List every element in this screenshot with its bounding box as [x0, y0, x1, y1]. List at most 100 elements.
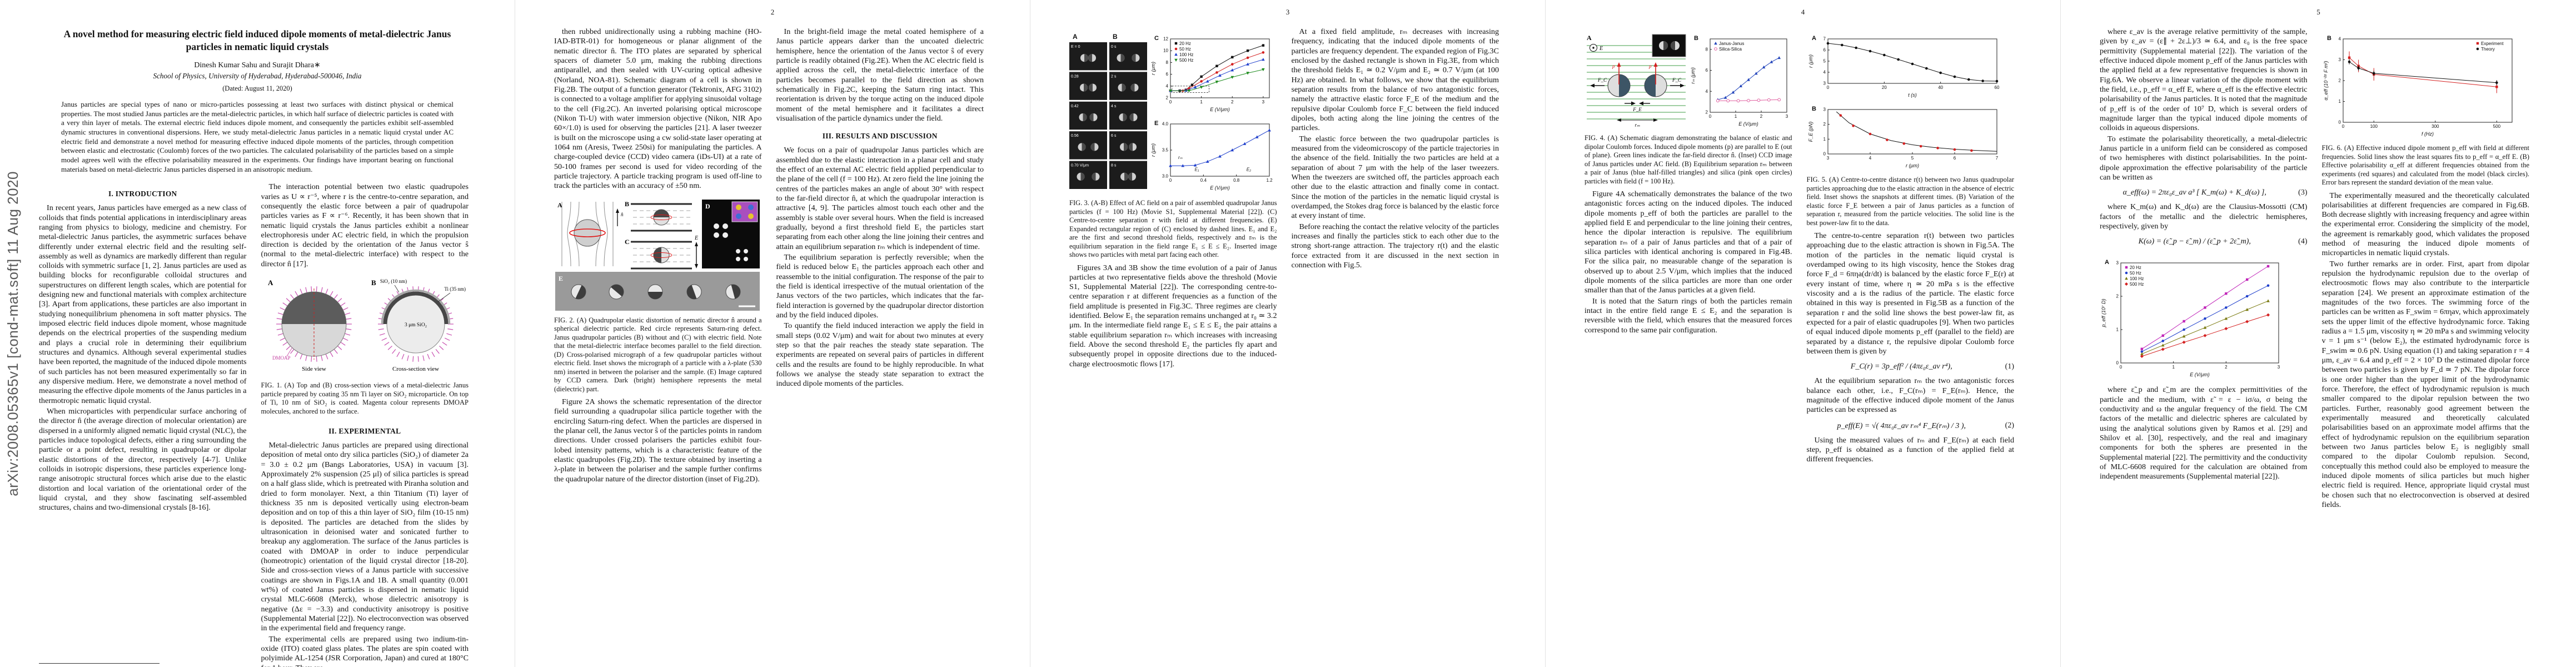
fig1-dmoap-hairs-a [276, 286, 352, 362]
page-5-number: 5 [2316, 8, 2320, 16]
svg-text:2: 2 [1760, 114, 1762, 119]
page-3-number: 3 [1285, 8, 1290, 16]
fig2-janus-metal-b [654, 209, 670, 217]
equation-2: p_eff(E) = √( 4πε₀ε_av rₘ⁴ F_E(rₘ) / 3 )… [1807, 421, 2015, 431]
fig5-chart-r-vs-t: 0 20 40 60 3 4 5 6 7 t (s) r (μm) A [1807, 32, 2015, 102]
fig2-ring-b [650, 214, 672, 220]
fig4-e-label: E [1599, 46, 1603, 52]
svg-text:r (μm): r (μm) [1906, 163, 1919, 168]
paragraph: At the equilibrium separation rₘ the two… [1806, 376, 2015, 415]
equation-1: F_C(r) = 3p_eff² / (4πε₀ε_av r⁴), (1) [1807, 362, 2014, 371]
equation-1-number: (1) [2005, 362, 2014, 371]
svg-text:40: 40 [1938, 85, 1943, 90]
fig4-e-dot [1592, 47, 1595, 49]
footnote: ∗ sdharaphy@uohyd.ernet.in [39, 663, 160, 667]
svg-text:1: 1 [1823, 137, 1826, 142]
figure-2-caption: FIG. 2. (A) Quadrupolar elastic distorti… [554, 316, 762, 393]
fig4-p-arrowhead [1617, 62, 1621, 67]
fig4-inset-metal [1663, 41, 1668, 50]
fig4-rm-arrowhead [1617, 118, 1621, 122]
svg-text:0.4: 0.4 [1200, 178, 1207, 183]
arxiv-banner: arXiv:2008.05365v1 [cond-mat.soft] 11 Au… [4, 171, 21, 496]
abstract: Janus particles are special types of nan… [61, 100, 454, 173]
svg-text:6 s: 6 s [1111, 134, 1117, 138]
fig2-inset-lobe [748, 213, 754, 219]
svg-text:f (Hz): f (Hz) [2421, 131, 2434, 137]
authors-line: Dinesh Kumar Sahu and Surajit Dhara∗ [194, 61, 321, 70]
fig4-rm-label: rₘ [1635, 122, 1640, 128]
fig4-fc-label: F_C [1597, 77, 1607, 83]
paragraph: In recent years, Janus particles have em… [39, 203, 247, 405]
fig2-e-arrowhead-top [695, 241, 699, 246]
paragraph: The elastic force between the two quadru… [1291, 134, 1499, 221]
svg-text:1.2: 1.2 [1266, 178, 1273, 183]
fig4-p-arrowhead [1653, 62, 1658, 67]
fig2-janus-metal-c [654, 247, 662, 263]
paragraph: Metal-dielectric Janus particles are pre… [261, 441, 469, 633]
figure-1: A B Side view DMOAP 3 μm SiO₂ [261, 275, 469, 416]
svg-text:rₘ (μm): rₘ (μm) [1690, 67, 1696, 84]
svg-text:A: A [1812, 35, 1816, 42]
svg-text:1: 1 [2172, 365, 2175, 370]
svg-text:1: 1 [1734, 114, 1737, 119]
svg-text:4: 4 [1869, 156, 1871, 161]
fig1-cross-view-label: Cross-section view [392, 366, 439, 372]
svg-text:20 Hz: 20 Hz [1179, 41, 1191, 46]
svg-text:r (μm): r (μm) [1150, 62, 1156, 75]
equation-4-body: K(ω) = (ε̃_p − ε̃_m) / (ε̃_p + 2ε̃_m), [2138, 237, 2251, 246]
fig4-metal-right [1645, 74, 1656, 97]
svg-text:4: 4 [1705, 89, 1708, 94]
paragraph: The experimentally measured and the theo… [2321, 191, 2530, 258]
fig4-fc-arrowhead [1590, 83, 1595, 88]
fig5-chart-elastic-force: 3 4 5 6 7 0 1 2 3 r (μm) F_E (pN) B [1807, 103, 2015, 172]
svg-text:1: 1 [2116, 327, 2119, 332]
svg-text:E (V/μm): E (V/μm) [2190, 372, 2209, 377]
page-4-right-column: 0 20 40 60 3 4 5 6 7 t (s) r (μm) A 3 4 5 6 7 0 1 2 3 r (μm)… [1807, 27, 2015, 466]
equation-2-number: (2) [2005, 421, 2014, 430]
svg-text:2: 2 [1166, 96, 1169, 101]
svg-text:2: 2 [1705, 110, 1708, 115]
fig4-fc-arrowhead [1680, 83, 1685, 88]
svg-text:1: 1 [2338, 99, 2341, 104]
fig2-e-arrowhead-bottom [695, 263, 699, 268]
figure-4: A E [1585, 32, 1792, 186]
svg-text:A: A [2105, 259, 2109, 266]
svg-text:2: 2 [2338, 78, 2341, 83]
paragraph: To estimate the polarisability theoretic… [2100, 134, 2308, 182]
page-4-columns: A E [1585, 27, 2021, 466]
svg-text:0.56: 0.56 [1071, 134, 1079, 138]
fig4-fe-arrowhead [1631, 101, 1636, 106]
svg-text:12: 12 [1163, 37, 1168, 42]
fig4-fe-arrowhead [1639, 101, 1643, 106]
svg-text:p_eff (10⁷ D): p_eff (10⁷ D) [2101, 299, 2106, 328]
svg-text:8 s: 8 s [1111, 164, 1117, 168]
svg-text:300: 300 [2431, 124, 2439, 129]
svg-text:0: 0 [1826, 85, 1829, 90]
svg-text:A: A [1073, 33, 1078, 41]
svg-text:5: 5 [1823, 59, 1826, 64]
page-5: 5 where ε_av is the average relative per… [2061, 0, 2576, 667]
paragraph: In the bright-field image the metal coat… [776, 27, 984, 123]
svg-text:E₂: E₂ [1247, 167, 1251, 172]
svg-text:3: 3 [1826, 156, 1829, 161]
fig1-panel-b-label: B [371, 278, 376, 287]
figure-6-caption: FIG. 6. (A) Effective induced dipole mom… [2321, 144, 2530, 186]
paragraph: We focus on a pair of quadrupolar Janus … [776, 146, 984, 251]
svg-text:4 s: 4 s [1111, 104, 1117, 108]
svg-text:2 s: 2 s [1111, 74, 1117, 78]
svg-text:0: 0 [1169, 178, 1172, 183]
paragraph: Two further remarks are in order. First,… [2321, 259, 2530, 509]
figure-2: A n̂ B [554, 197, 762, 394]
fig2-saturn-ring [569, 228, 606, 237]
svg-text:3.0: 3.0 [1162, 174, 1169, 179]
svg-text:50 Hz: 50 Hz [2130, 271, 2141, 276]
page-4: 4 A [1546, 0, 2061, 667]
fig4-inset-metal [1671, 41, 1675, 50]
page-2: 2 then rubbed unidirectionally using a r… [515, 0, 1030, 667]
fig2-panel-d-label: D [705, 202, 710, 210]
